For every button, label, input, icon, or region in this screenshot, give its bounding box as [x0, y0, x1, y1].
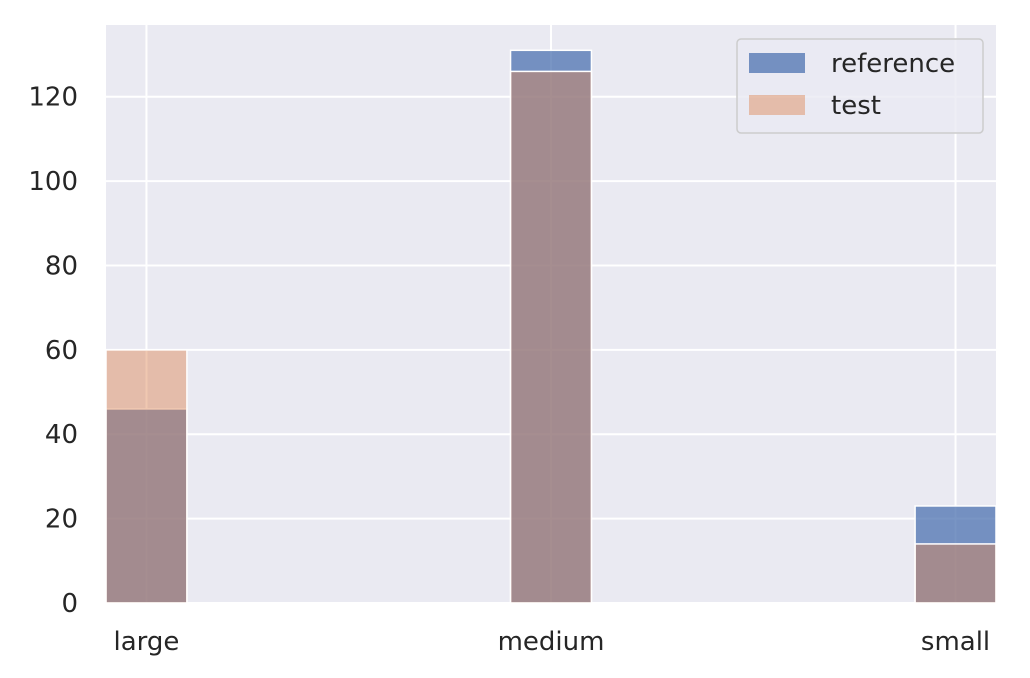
legend-swatch-reference — [749, 53, 805, 73]
x-axis-tick-labels: large medium small — [114, 627, 991, 657]
legend-label-test: test — [831, 91, 881, 121]
y-tick-label: 80 — [45, 251, 78, 281]
legend-swatch-test — [749, 95, 805, 115]
bar-reference-medium — [509, 49, 593, 604]
bars — [105, 49, 997, 604]
y-tick-label: 120 — [28, 83, 78, 113]
legend[interactable]: reference test — [736, 38, 984, 134]
y-tick-label: 60 — [45, 336, 78, 366]
y-tick-label: 0 — [61, 589, 78, 619]
x-tick-label-medium: medium — [498, 627, 605, 657]
bar-test-small — [914, 543, 997, 604]
x-tick-label-small: small — [921, 627, 990, 657]
bar-test-medium — [509, 70, 593, 604]
bar-test-large — [105, 349, 188, 604]
y-tick-label: 40 — [45, 420, 78, 450]
y-tick-label: 20 — [45, 505, 78, 535]
bar-reference-large — [105, 408, 188, 604]
x-tick-label-large: large — [114, 627, 180, 657]
y-axis-tick-labels: 0 20 40 60 80 100 120 — [28, 83, 78, 619]
legend-label-reference: reference — [831, 49, 955, 79]
y-tick-label: 100 — [28, 167, 78, 197]
